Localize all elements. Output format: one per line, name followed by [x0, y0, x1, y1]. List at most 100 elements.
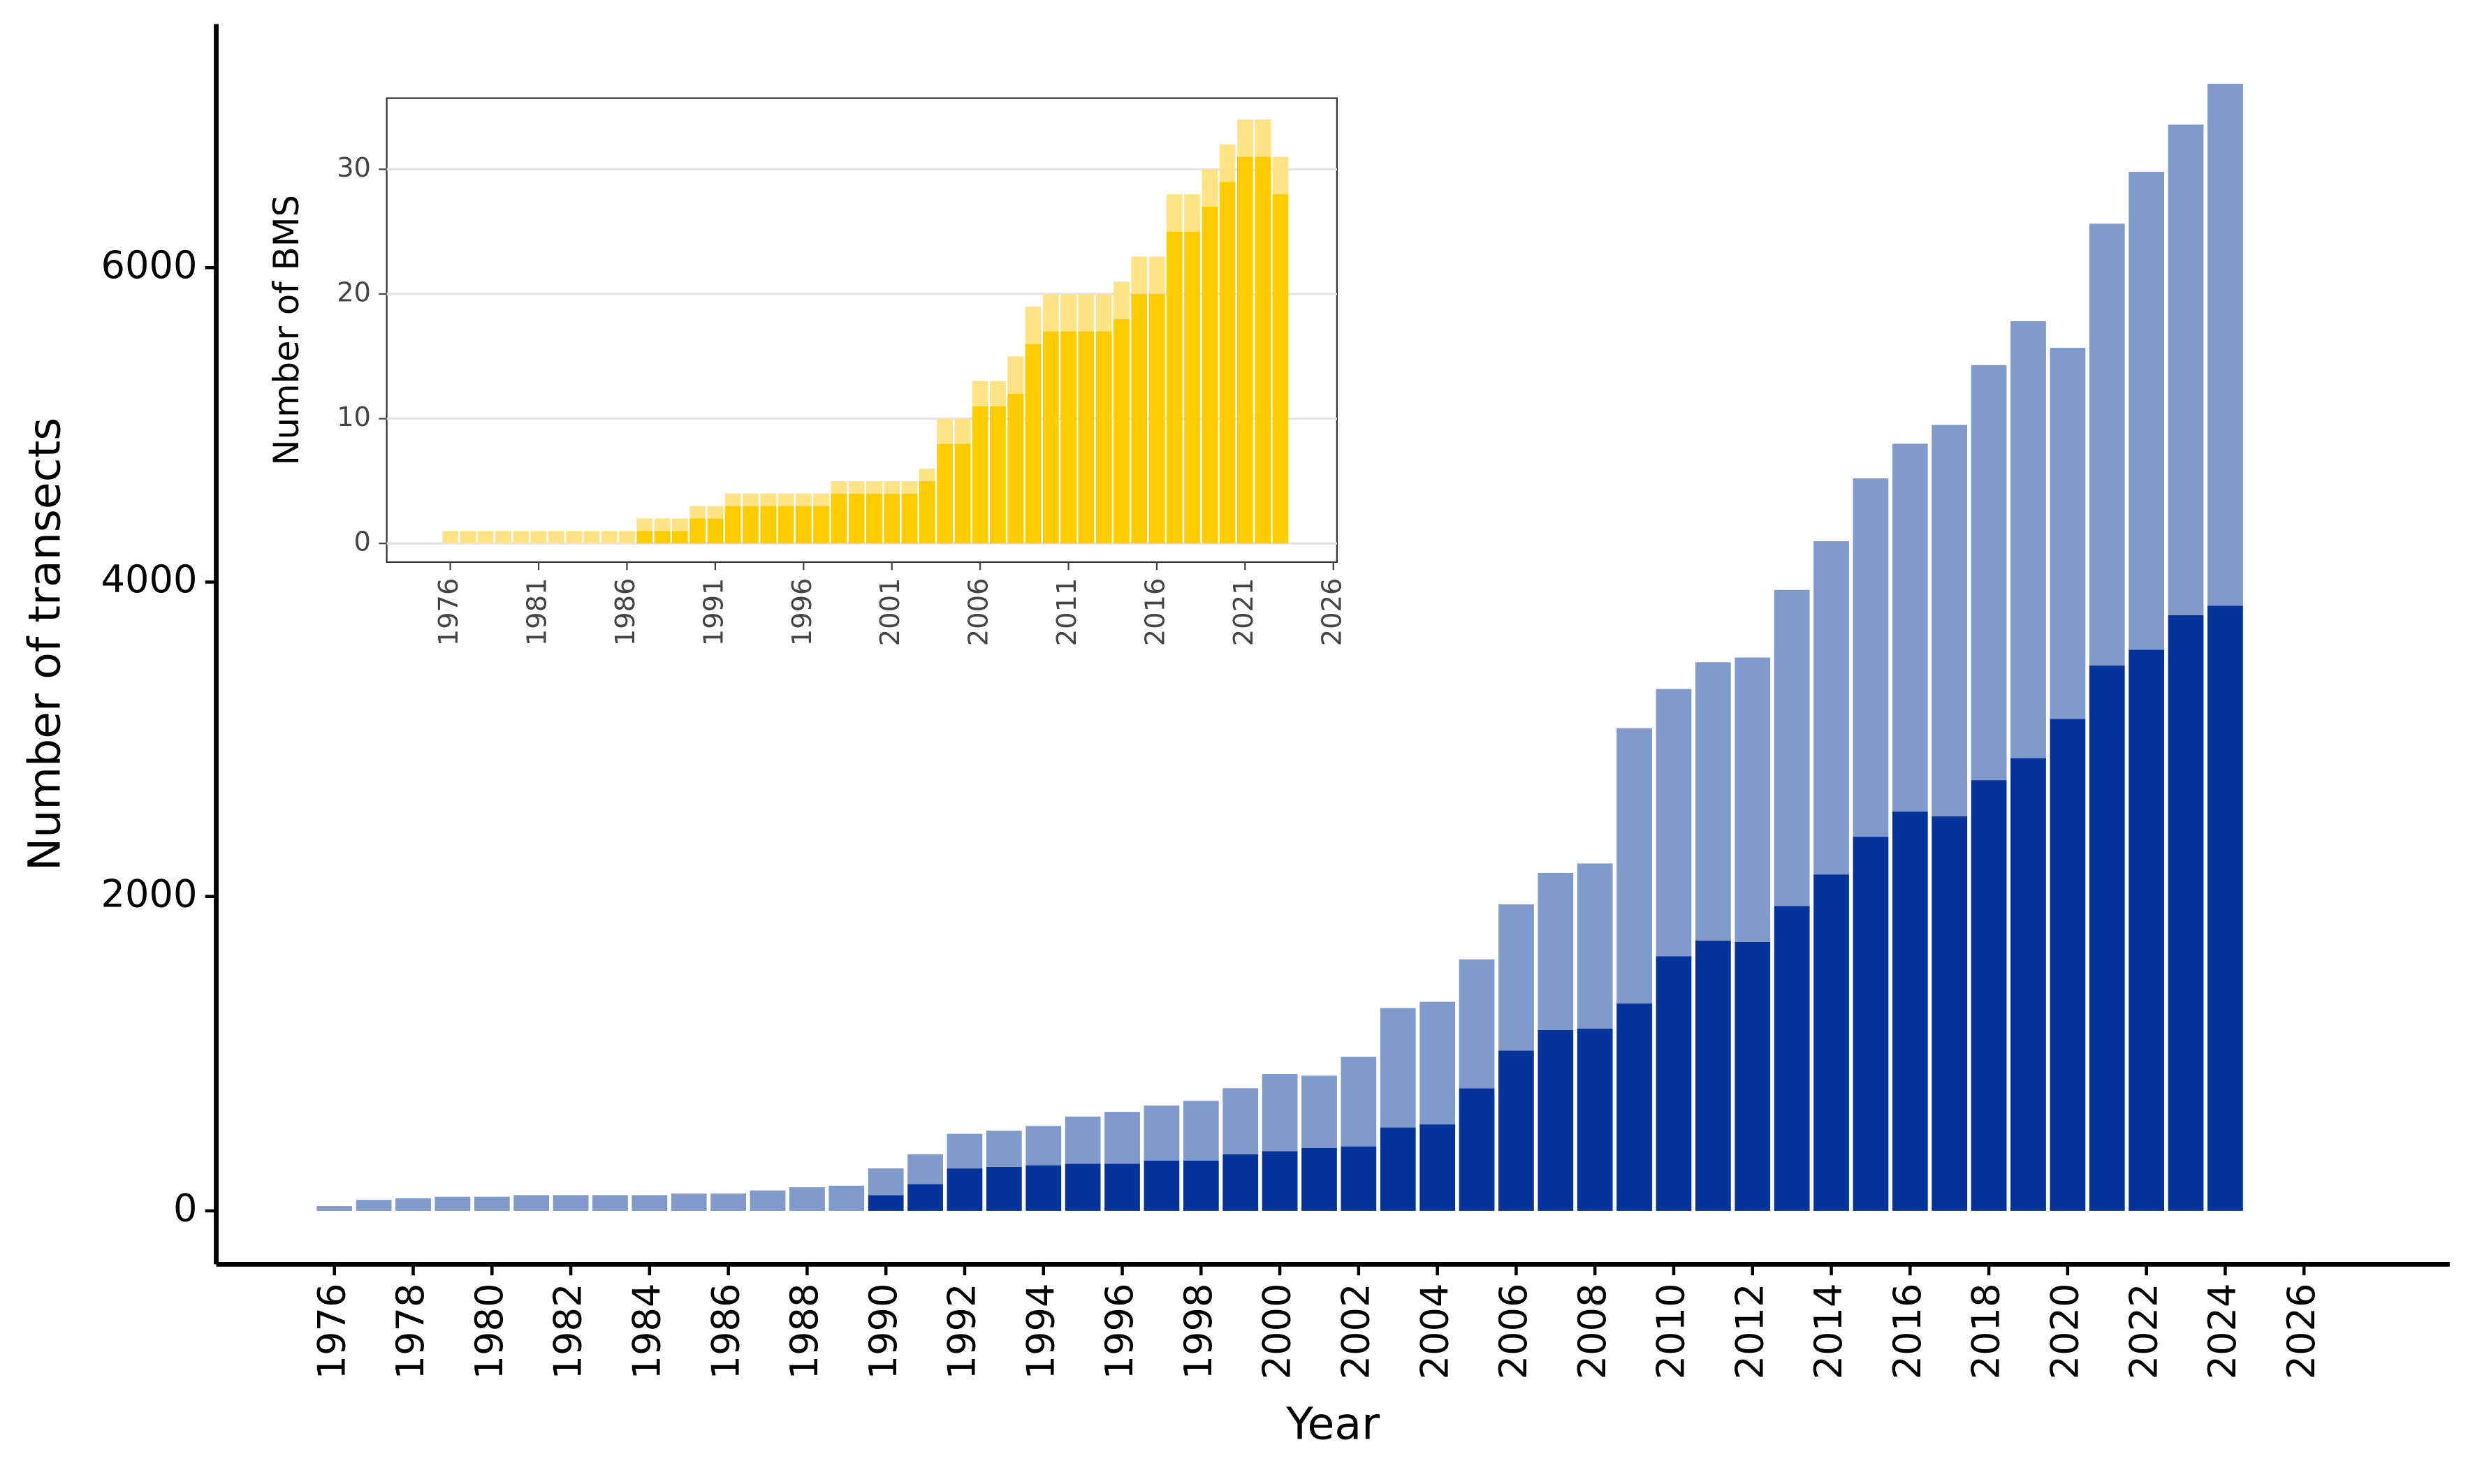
bar — [1459, 959, 1495, 1089]
bar — [1202, 169, 1218, 207]
bar — [1735, 941, 1771, 1211]
y-tick-label: 6000 — [101, 243, 197, 287]
bar — [1538, 1030, 1574, 1211]
bar — [707, 518, 724, 544]
bar — [654, 531, 671, 544]
bar — [795, 506, 812, 544]
bar — [474, 1196, 510, 1211]
bar — [907, 1184, 943, 1211]
bar — [1219, 144, 1236, 182]
bar — [2129, 171, 2165, 650]
bar — [689, 506, 706, 519]
x-tick-label: 1990 — [861, 1284, 905, 1380]
bar — [513, 531, 530, 544]
x-tick-label: 2020 — [2043, 1284, 2087, 1380]
bar — [1166, 231, 1183, 544]
bar — [1616, 1003, 1652, 1211]
bar — [813, 493, 829, 506]
bar — [884, 480, 900, 494]
bar — [1148, 293, 1165, 544]
y-tick-label: 20 — [337, 277, 371, 308]
bar — [2050, 719, 2086, 1211]
bar — [689, 518, 706, 544]
bar — [937, 418, 953, 444]
x-tick-label: 1980 — [467, 1284, 511, 1380]
bar — [2129, 649, 2165, 1211]
bar — [316, 1206, 353, 1211]
bar — [1853, 478, 1889, 837]
x-tick-label: 2021 — [1228, 578, 1260, 647]
bar — [1419, 1001, 1456, 1125]
x-tick-label: 2004 — [1412, 1284, 1456, 1380]
bar — [848, 480, 865, 494]
bar — [707, 506, 724, 519]
bar — [631, 1195, 668, 1211]
bar — [1892, 443, 1928, 812]
bar — [937, 443, 953, 544]
bar — [1577, 1028, 1613, 1211]
bar — [919, 468, 935, 481]
bar — [1577, 863, 1613, 1029]
bar — [2168, 124, 2204, 615]
y-axis-label: Number of BMS — [266, 195, 307, 466]
bar — [1183, 1101, 1219, 1161]
bar — [901, 493, 918, 544]
bar — [1813, 541, 1849, 875]
x-tick-label: 2018 — [1964, 1284, 2008, 1380]
bar — [1095, 293, 1112, 332]
bar — [548, 531, 564, 544]
x-tick-label: 1976 — [309, 1284, 353, 1380]
x-tick-label: 2006 — [963, 578, 995, 647]
x-tick-label: 1982 — [546, 1284, 590, 1380]
bar — [1735, 657, 1771, 942]
bar — [1813, 874, 1849, 1211]
bar — [1695, 940, 1731, 1211]
bar — [1255, 119, 1271, 157]
bar — [972, 381, 988, 406]
y-axis-label: Number of transects — [18, 418, 70, 871]
bar — [743, 506, 759, 544]
bar — [1498, 1050, 1534, 1211]
bar — [1148, 256, 1165, 294]
bar — [2207, 83, 2243, 606]
bar — [1656, 689, 1692, 957]
x-tick-label: 2000 — [1255, 1284, 1299, 1380]
bar — [2207, 605, 2243, 1211]
bar — [1237, 119, 1253, 157]
bar — [1262, 1074, 1298, 1152]
bar — [553, 1195, 589, 1211]
bar — [828, 1185, 865, 1211]
bar — [1272, 156, 1289, 195]
bar — [907, 1154, 943, 1184]
bar — [777, 493, 794, 506]
x-tick-label: 1981 — [522, 578, 553, 647]
bar — [671, 531, 688, 544]
x-tick-label: 2014 — [1806, 1284, 1850, 1380]
bar — [1616, 728, 1652, 1004]
bar — [1131, 256, 1148, 294]
bar — [1078, 331, 1095, 544]
x-tick-label: 1992 — [940, 1284, 984, 1380]
bar — [1007, 356, 1024, 394]
bar — [477, 531, 494, 544]
bar — [1183, 1160, 1219, 1211]
bar — [1774, 589, 1810, 906]
bar — [2168, 615, 2204, 1211]
bar — [1301, 1147, 1337, 1211]
x-tick-label: 1994 — [1019, 1284, 1063, 1380]
bar — [1065, 1163, 1101, 1211]
bar — [592, 1195, 628, 1211]
bar — [866, 493, 882, 544]
bar — [1131, 293, 1148, 544]
bar — [1114, 281, 1130, 319]
bar — [1498, 904, 1534, 1051]
bar — [986, 1166, 1022, 1211]
bar — [671, 518, 688, 531]
bar — [2010, 758, 2046, 1211]
bar — [1078, 293, 1095, 332]
bar — [1114, 318, 1130, 544]
bar — [795, 493, 812, 506]
x-tick-label: 2011 — [1051, 578, 1083, 647]
bar — [1042, 331, 1059, 544]
y-tick-label: 30 — [337, 152, 371, 184]
